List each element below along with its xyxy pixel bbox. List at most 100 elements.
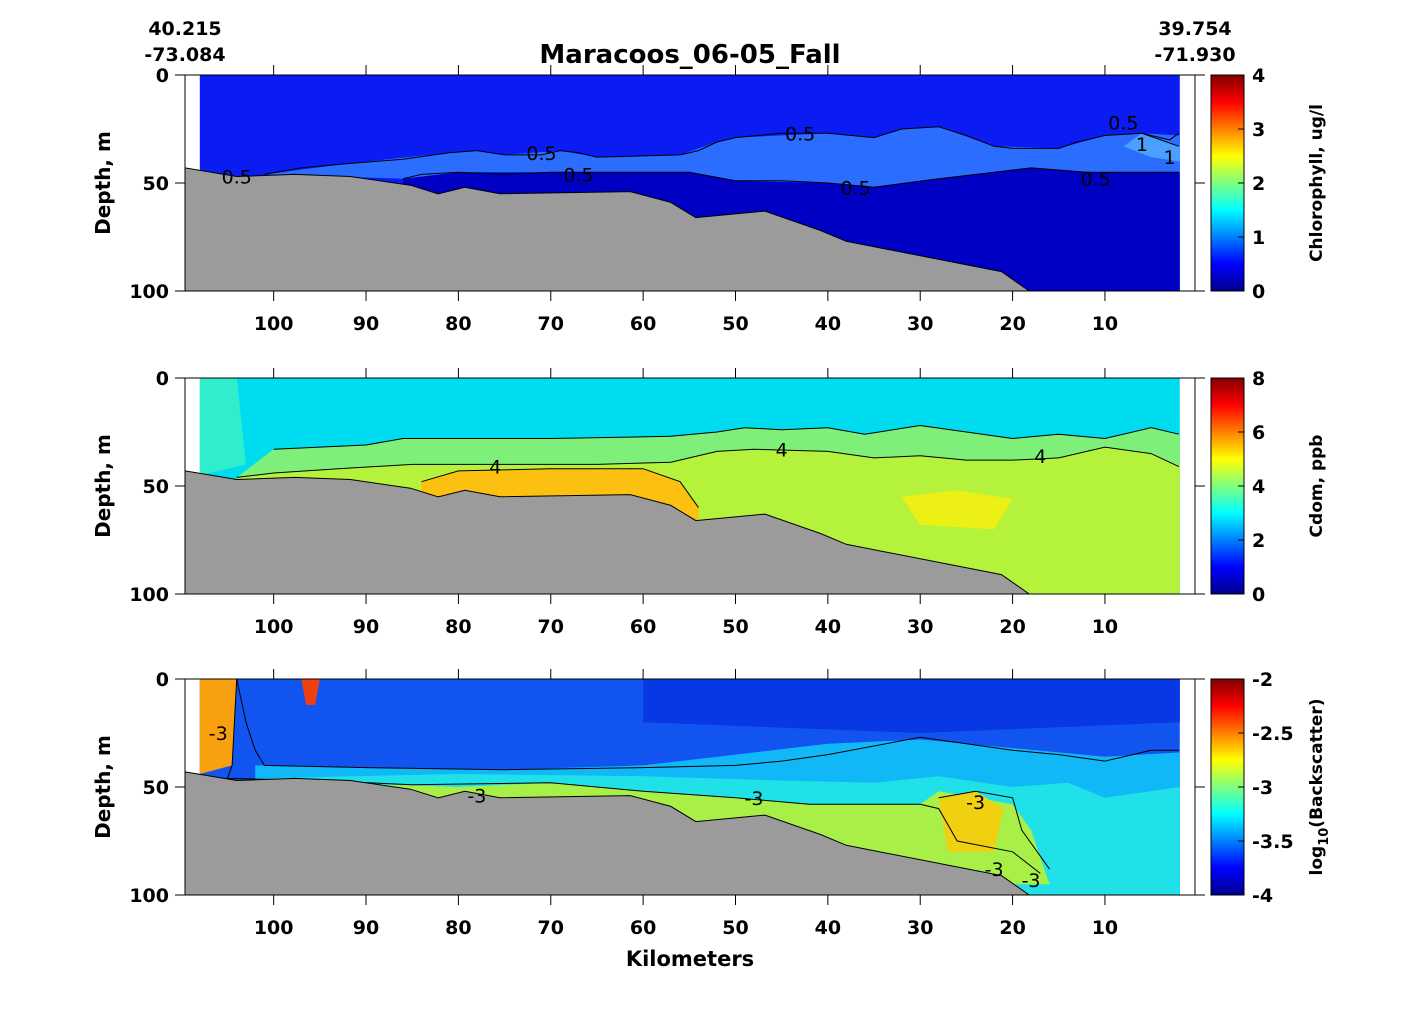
colorbar-tick-label: 0 — [1252, 281, 1265, 303]
contour-label: 0.5 — [785, 123, 815, 145]
colorbar-tick-label: -2 — [1252, 669, 1273, 691]
contour-label: 0.5 — [222, 167, 252, 189]
y-tick-label: 0 — [156, 669, 169, 691]
y-axis-label: Depth, m — [91, 735, 115, 839]
colorbar: -4 -3.5 -3 -2.5 -2 log10(Backscatter) — [1210, 669, 1332, 907]
contour-line — [236, 446, 1180, 478]
y-tick-label: 100 — [129, 885, 169, 907]
field-layer — [1123, 133, 1180, 162]
colorbar-tick-label: 8 — [1252, 368, 1265, 390]
colorbar-tick-label: -2.5 — [1252, 723, 1294, 745]
y-tick-label: 100 — [129, 281, 169, 303]
field-layer — [199, 679, 237, 774]
x-tick-label: 80 — [445, 313, 471, 335]
x-tick-label: 30 — [907, 616, 933, 638]
contour-label: -3 — [467, 786, 486, 808]
colorbar-label: Cdom, ppb — [1307, 435, 1327, 538]
colorbar-tick-label: -4 — [1252, 885, 1273, 907]
contour-label: -3 — [966, 792, 985, 814]
seafloor-bathymetry — [185, 771, 1031, 895]
x-tick-label: 20 — [999, 313, 1025, 335]
contour-line — [1141, 132, 1179, 147]
x-axis-label: Kilometers — [626, 947, 754, 971]
colorbar-label: Chlorophyll, ug/l — [1307, 104, 1327, 262]
field-layer — [199, 378, 246, 476]
colorbar-tick-label: 0 — [1252, 584, 1265, 606]
contour-label: -3 — [744, 788, 763, 810]
colorbar-tick-label: -3.5 — [1252, 831, 1294, 853]
x-tick-label: 40 — [815, 313, 841, 335]
plot-area: 4 4 4 — [185, 378, 1180, 594]
x-tick-label: 10 — [1092, 917, 1118, 939]
contour-line — [938, 790, 1050, 870]
colorbar-label: log10(Backscatter) — [1307, 699, 1332, 876]
contour-label: 0.5 — [526, 143, 556, 165]
field-layer — [264, 126, 1180, 188]
x-tick-label: 50 — [722, 917, 748, 939]
x-tick-label: 30 — [907, 313, 933, 335]
plot-area: 0.50.50.50.50.50.50.511 — [185, 75, 1180, 291]
contour-label: 0.5 — [840, 177, 870, 199]
x-tick-label: 80 — [445, 616, 471, 638]
contour-label: 4 — [489, 457, 501, 479]
y-tick-label: 0 — [156, 368, 169, 390]
colorbar: 0 1 2 3 4 Chlorophyll, ug/l — [1210, 65, 1327, 303]
contour-label: 1 — [1164, 147, 1176, 169]
contour-label: -3 — [1022, 870, 1041, 892]
field-layer — [643, 679, 1180, 733]
contour-label: 1 — [1136, 134, 1148, 156]
colorbar-tick-label: 4 — [1252, 476, 1265, 498]
y-axis-label: Depth, m — [91, 434, 115, 538]
contour-label: 0.5 — [1108, 113, 1138, 135]
x-tick-label: 100 — [254, 313, 294, 335]
field-layer — [301, 679, 320, 705]
x-tick-label: 60 — [630, 917, 656, 939]
seafloor-bathymetry — [185, 470, 1031, 594]
field-layer — [901, 490, 1013, 530]
colorbar-tick-label: -3 — [1252, 777, 1273, 799]
contour-line — [264, 126, 1180, 175]
seafloor-bathymetry — [185, 167, 1031, 291]
end-latitude: 39.754 — [1158, 18, 1231, 40]
x-tick-label: 40 — [815, 917, 841, 939]
x-tick-label: 50 — [722, 313, 748, 335]
colorbar-tick-label: 2 — [1252, 173, 1265, 195]
colorbar: 0 2 4 6 8 Cdom, ppb — [1210, 368, 1327, 606]
contour-line — [273, 424, 1179, 450]
x-tick-label: 60 — [630, 616, 656, 638]
colorbar-tick-label: 4 — [1252, 65, 1265, 87]
x-tick-label: 50 — [722, 616, 748, 638]
y-tick-label: 0 — [156, 65, 169, 87]
x-tick-label: 10 — [1092, 313, 1118, 335]
contour-label: -3 — [985, 859, 1004, 881]
colorbar-tick-label: 1 — [1252, 227, 1265, 249]
start-latitude: 40.215 — [148, 18, 221, 40]
x-tick-label: 30 — [907, 917, 933, 939]
x-tick-label: 90 — [353, 616, 379, 638]
colorbar-tick-label: 2 — [1252, 530, 1265, 552]
x-tick-label: 100 — [254, 917, 294, 939]
colorbar-scale — [1210, 678, 1245, 896]
contour-line — [421, 468, 699, 508]
x-tick-label: 90 — [353, 917, 379, 939]
colorbar-tick-label: 3 — [1252, 119, 1265, 141]
x-tick-label: 90 — [353, 313, 379, 335]
contour-line — [226, 679, 1041, 874]
contour-label: 0.5 — [563, 164, 593, 186]
end-longitude: -71.930 — [1154, 44, 1235, 66]
x-tick-label: 20 — [999, 917, 1025, 939]
y-tick-label: 50 — [143, 777, 169, 799]
start-longitude: -73.084 — [144, 44, 225, 66]
contour-label: 4 — [1034, 446, 1046, 468]
y-axis-label: Depth, m — [91, 131, 115, 235]
x-tick-label: 10 — [1092, 616, 1118, 638]
x-tick-label: 80 — [445, 917, 471, 939]
x-tick-label: 70 — [538, 616, 564, 638]
contour-label: -3 — [209, 723, 228, 745]
colorbar-tick-label: 6 — [1252, 422, 1265, 444]
